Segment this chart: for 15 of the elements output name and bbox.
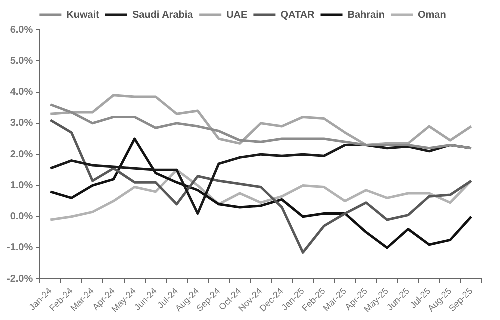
y-tick-label: -1.0% bbox=[7, 242, 34, 254]
legend-label: Saudi Arabia bbox=[132, 10, 194, 21]
y-tick-label: 3.0% bbox=[10, 118, 34, 130]
y-tick-label: 4.0% bbox=[10, 87, 34, 98]
legend-label: Bahrain bbox=[348, 10, 385, 21]
y-tick-label: 2.0% bbox=[10, 149, 34, 160]
legend-label: Oman bbox=[418, 10, 446, 21]
legend-label: Kuwait bbox=[66, 10, 100, 21]
legend-label: QATAR bbox=[280, 10, 316, 21]
y-tick-label: 1.0% bbox=[10, 180, 34, 192]
y-tick-label: -2.0% bbox=[7, 274, 34, 285]
y-tick-label: 6.0% bbox=[10, 24, 34, 36]
y-tick-label: 5.0% bbox=[10, 56, 34, 67]
legend-label: UAE bbox=[226, 10, 248, 21]
y-tick-label: 0.0% bbox=[10, 212, 34, 223]
